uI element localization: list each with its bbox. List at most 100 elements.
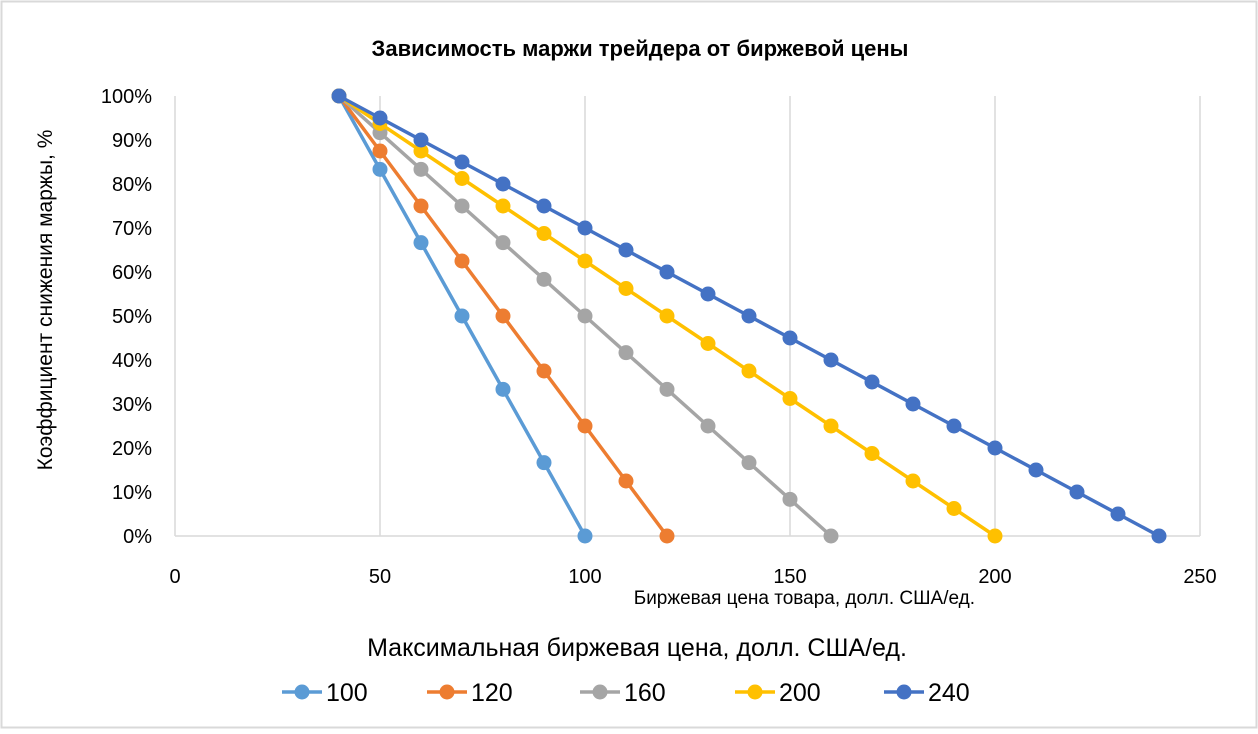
y-tick-label: 90% [112,130,152,152]
data-point [741,455,757,471]
y-tick-label: 50% [112,306,152,328]
data-point [536,455,552,471]
data-point [700,418,716,434]
data-point [536,226,552,241]
data-point [577,253,593,269]
y-tick-label: 20% [112,438,152,460]
series-120 [331,88,675,544]
data-point [413,161,429,177]
y-tick-label: 80% [112,174,152,196]
y-tick-label: 100% [101,86,152,108]
x-tick-label: 200 [978,566,1011,588]
data-point [413,132,429,148]
data-point [454,171,470,186]
data-point [700,286,716,302]
legend-label: 120 [471,679,513,707]
y-tick-label: 40% [112,350,152,372]
x-axis-label: Биржевая цена товара, долл. США/ед. [634,588,975,609]
data-point [659,528,675,544]
data-point [659,308,675,324]
data-point [823,352,839,368]
data-point [413,143,429,159]
legend-marker-icon [592,684,608,700]
data-point [372,143,388,159]
data-point [372,110,388,126]
data-point [782,330,798,346]
y-tick-label: 30% [112,394,152,416]
legend-label: 200 [779,679,821,707]
x-tick-label: 50 [369,566,391,588]
chart-title: Зависимость маржи трейдера от биржевой ц… [372,36,909,61]
legend-marker-icon [439,684,455,700]
tick-labels: 0 50 100 150 200 250 0% 10% 20% 30% 40% 50% 60% 70% 80… [101,86,1217,588]
data-point [618,242,634,258]
data-point [946,418,962,434]
data-point [659,381,675,397]
legend-label: 240 [928,679,970,707]
x-tick-label: 100 [568,566,601,588]
data-point [577,308,593,324]
data-point [454,198,470,214]
data-point [1110,506,1126,522]
data-point [331,88,347,104]
data-point [454,253,470,269]
legend-item-100: 100 [282,679,368,707]
data-point [782,391,798,406]
data-point [618,345,634,361]
legend-item-200: 200 [735,679,821,707]
legend-item-120: 120 [427,679,513,707]
data-point [495,308,511,324]
data-point [577,418,593,434]
data-point [864,446,880,461]
data-point [987,440,1003,456]
data-point [495,381,511,397]
y-tick-label: 60% [112,262,152,284]
data-point [1028,462,1044,478]
series-160 [331,88,839,544]
legend-label: 100 [326,679,368,707]
data-point [372,161,388,177]
data-point [823,418,839,434]
series-240 [331,88,1167,544]
data-point [413,198,429,214]
x-tick-label: 0 [169,566,180,588]
data-point [495,235,511,251]
data-point [823,528,839,544]
x-tick-label: 150 [773,566,806,588]
data-point [905,396,921,412]
data-point [413,235,429,251]
legend-title: Максимальная биржевая цена, долл. США/ед… [367,634,907,662]
y-tick-label: 70% [112,218,152,240]
data-point [1151,528,1167,544]
data-point [495,176,511,192]
data-point [495,198,511,214]
data-point [659,264,675,280]
legend-marker-icon [294,684,310,700]
y-tick-label: 0% [123,526,152,548]
legend-label: 160 [624,679,666,707]
legend-item-160: 160 [580,679,666,707]
legend-marker-icon [747,684,763,700]
data-point [618,281,634,296]
legend-marker-icon [896,684,912,700]
x-tick-label: 250 [1183,566,1216,588]
data-point [618,473,634,489]
data-point [536,198,552,214]
series-group [331,88,1167,544]
legend-item-240: 240 [884,679,970,707]
data-point [536,271,552,287]
data-point [577,528,593,544]
data-point [741,363,757,379]
data-point [536,363,552,379]
data-point [987,528,1003,544]
data-point [454,154,470,170]
legend: 100 120 160 200 240 [282,679,970,707]
data-point [577,220,593,236]
data-point [782,491,798,507]
data-point [864,374,880,390]
data-point [741,308,757,324]
data-point [700,336,716,351]
data-point [454,308,470,324]
